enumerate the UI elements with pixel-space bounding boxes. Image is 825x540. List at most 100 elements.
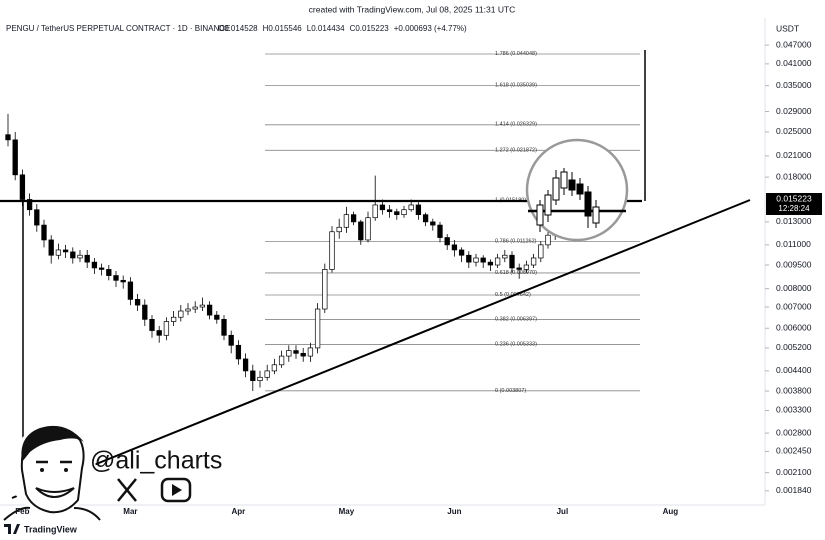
- fib-label: 1.618 (0.035039): [495, 82, 537, 88]
- candle-body: [437, 224, 443, 238]
- x-tick-label: Jun: [447, 507, 461, 516]
- legend-value: +0.000693 (+4.77%): [394, 24, 467, 33]
- y-tick-label: 0.002100: [776, 467, 812, 477]
- candle-body: [444, 237, 450, 246]
- candle-body: [379, 204, 386, 211]
- candle-body: [264, 370, 270, 378]
- candle-body: [545, 234, 551, 246]
- legend-value: L0.014434: [307, 24, 345, 33]
- candle-body: [120, 279, 126, 283]
- legend-value: H0.015546: [263, 24, 303, 33]
- candle-body: [149, 319, 155, 331]
- last-price: 0.015223 12:28:24: [766, 193, 822, 215]
- y-tick-label: 0.013000: [776, 216, 812, 226]
- legend-value: C0.015223: [350, 24, 390, 33]
- watermark: @ali_charts: [90, 447, 222, 475]
- avatar-hair: [21, 425, 85, 462]
- candle-body: [12, 139, 18, 176]
- candle-body: [530, 257, 537, 266]
- candle-body: [242, 358, 249, 372]
- candle-body: [127, 281, 134, 300]
- fib-label: 0.786 (0.011262): [495, 239, 537, 245]
- candle-body: [70, 251, 76, 259]
- x-tick-label: Feb: [15, 507, 29, 516]
- y-tick-label: 0.004400: [776, 365, 812, 375]
- countdown: 12:28:24: [778, 204, 810, 213]
- candle-body: [466, 254, 472, 263]
- candle-body: [77, 254, 83, 259]
- candle-body: [41, 224, 47, 241]
- logo: TradingView: [4, 524, 78, 534]
- candle-body: [350, 214, 357, 223]
- y-tick-label: 0.002450: [776, 446, 812, 456]
- y-tick-label: 0.029000: [776, 106, 812, 116]
- candle-body: [307, 347, 314, 357]
- x-tick-label: Mar: [123, 507, 137, 516]
- last-price-box: [766, 193, 822, 215]
- fib-label: 0.236 (0.005333): [495, 341, 537, 347]
- y-tick-label: 0.005200: [776, 342, 812, 352]
- axis-unit: USDT: [776, 23, 799, 33]
- last-price-label: 0.015223: [776, 193, 812, 203]
- candle-body: [401, 209, 407, 216]
- x-tick-label: May: [339, 507, 355, 516]
- candle-body: [235, 344, 242, 360]
- candle-body: [170, 316, 177, 322]
- candle-body: [106, 269, 112, 276]
- candle-body: [365, 217, 371, 241]
- candle-body: [451, 244, 458, 251]
- candle-body: [26, 199, 33, 211]
- avatar-smile: [35, 487, 75, 498]
- x-tick-label: Aug: [663, 507, 679, 516]
- legend-value: O0.014528: [218, 24, 258, 33]
- y-tick-label: 0.003300: [776, 405, 812, 415]
- y-tick-label: 0.018000: [776, 171, 812, 181]
- youtube-icon: [160, 477, 192, 503]
- y-tick-label: 0.007000: [776, 301, 812, 311]
- candle-body: [271, 364, 278, 372]
- candle-body: [48, 239, 54, 256]
- candle-body: [408, 204, 414, 211]
- candle-body: [250, 370, 256, 381]
- fib-label: 1.414 (0.026329): [495, 122, 537, 128]
- candle-body: [415, 204, 422, 216]
- candle-body: [394, 211, 400, 216]
- y-tick-label: 0.001840: [776, 485, 812, 495]
- fib-label: 1.272 (0.021872): [495, 147, 537, 153]
- trend-line: [11, 199, 751, 499]
- candle-body: [516, 267, 522, 270]
- candle-body: [458, 249, 465, 256]
- y-tick-label: 0.002800: [776, 427, 812, 437]
- candle-body: [5, 134, 11, 141]
- candle-body: [372, 204, 378, 219]
- y-tick-label: 0.006000: [776, 322, 812, 332]
- candle-body: [502, 254, 508, 259]
- candle-body: [156, 330, 162, 336]
- x-tick-label: Apr: [232, 507, 246, 516]
- candle-body: [336, 226, 342, 233]
- y-tick-label: 0.047000: [776, 39, 812, 49]
- candle-body: [523, 264, 530, 270]
- candle-body: [494, 257, 501, 266]
- candle-body: [55, 249, 62, 256]
- y-tick-label: 0.021000: [776, 150, 812, 160]
- zoom-circle: [525, 138, 629, 242]
- candle-body: [487, 261, 494, 266]
- y-tick-label: 0.003800: [776, 385, 812, 395]
- candle-body: [538, 244, 544, 259]
- candle-body: [163, 321, 170, 336]
- logo-text: TradingView: [24, 524, 78, 534]
- candle-body: [343, 214, 350, 228]
- candle-body: [314, 308, 321, 349]
- fib-label: 0.382 (0.006397): [495, 316, 537, 322]
- candle-body: [19, 174, 26, 200]
- candle-body: [358, 221, 364, 241]
- candle-body: [34, 209, 40, 226]
- candle-body: [199, 304, 206, 308]
- candle-body: [257, 376, 263, 381]
- candle-body: [293, 350, 299, 354]
- candle-body: [185, 308, 191, 312]
- candle-body: [386, 209, 393, 213]
- candle-body: [206, 304, 213, 316]
